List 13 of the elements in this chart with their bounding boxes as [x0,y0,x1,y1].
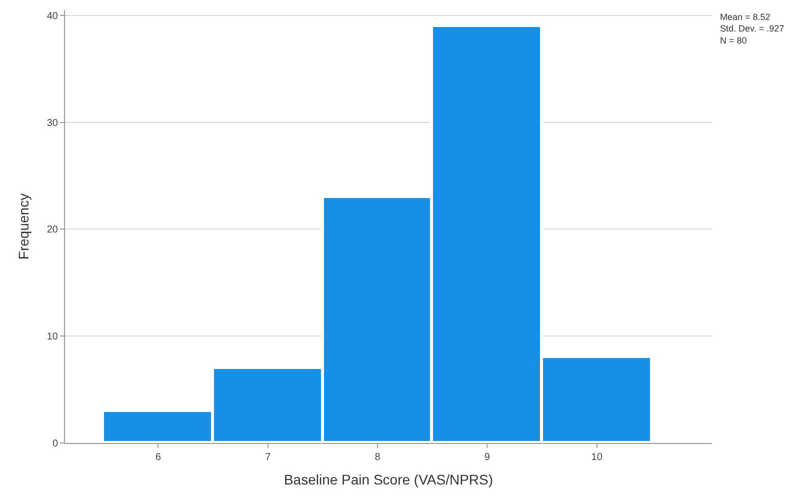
x-tick-label: 10 [591,452,603,463]
x-tick-label: 8 [374,452,381,463]
y-tick-label: 40 [46,10,58,22]
x-tick-label: 7 [265,452,272,463]
y-tick-label: 20 [46,224,58,236]
text: Mean = 8.52 Std. Dev. = .927 N = 80 [720,12,784,46]
x-tick-label: 6 [155,452,162,463]
y-tick-label: 30 [46,118,58,129]
x-axis-title: Baseline Pain Score (VAS/NPRS) [284,471,494,488]
y-tick-label: 10 [46,332,58,343]
y-tick-label: 0 [52,438,58,450]
y-axis-title: Frequency [15,193,32,260]
x-tick-label: 9 [484,452,490,463]
